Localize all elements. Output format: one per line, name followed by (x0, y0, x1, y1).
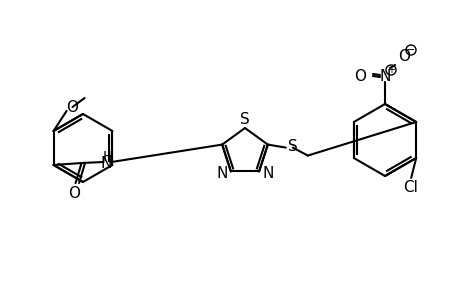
Text: S: S (287, 139, 297, 154)
Text: N: N (101, 155, 112, 170)
Text: O: O (68, 185, 80, 200)
Text: O: O (67, 100, 78, 115)
Text: O: O (353, 68, 365, 83)
Text: N: N (262, 166, 273, 181)
Text: N: N (379, 68, 390, 83)
Text: N: N (216, 166, 227, 181)
Text: O: O (397, 49, 409, 64)
Text: −: − (405, 45, 415, 55)
Text: +: + (386, 65, 394, 75)
Text: H: H (102, 150, 112, 164)
Text: S: S (240, 112, 249, 127)
Text: Cl: Cl (402, 181, 417, 196)
